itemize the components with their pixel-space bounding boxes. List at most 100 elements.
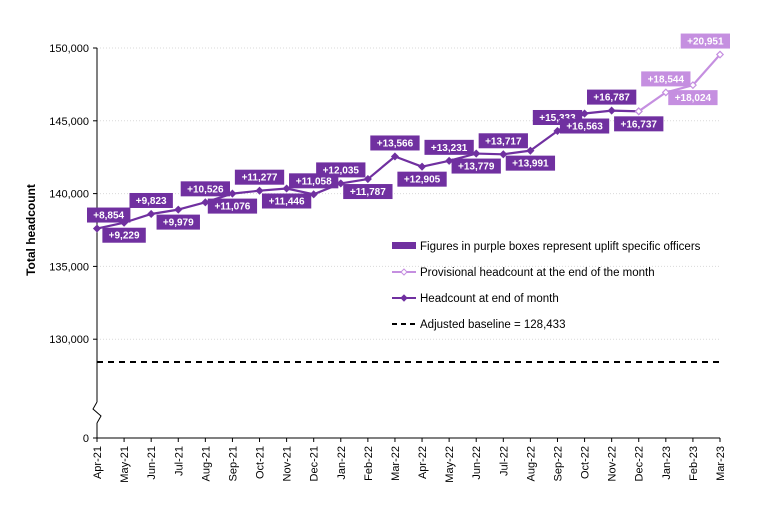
- x-tick-label: Jun-21: [146, 446, 158, 480]
- x-tick-label: Jul-22: [498, 446, 510, 476]
- legend-label: Adjusted baseline = 128,433: [420, 319, 565, 331]
- x-tick-label: Apr-22: [417, 446, 429, 479]
- y-tick-label: 130,000: [49, 334, 89, 346]
- uplift-label-box: [614, 116, 664, 132]
- headcount-point: [255, 186, 264, 195]
- headcount-point: [336, 179, 345, 188]
- legend-item: Adjusted baseline = 128,433: [392, 319, 565, 331]
- x-tick-label: Dec-21: [309, 446, 321, 481]
- headcount-point: [553, 126, 562, 136]
- uplift-label: +10,526: [180, 181, 230, 197]
- uplift-label-box: [641, 71, 691, 87]
- x-tick-label: Jan-22: [336, 446, 348, 480]
- uplift-label-text: +13,991: [512, 159, 549, 170]
- uplift-label-text: +13,566: [377, 138, 414, 149]
- uplift-labels: +8,854 +9,229 +9,823 +9,979 +10,526 +11,076 +1…: [87, 33, 730, 243]
- uplift-label: +18,544: [641, 71, 691, 87]
- y-tick-label-zero: 0: [83, 433, 89, 445]
- uplift-label: +20,951: [680, 33, 730, 49]
- headcount-point: [92, 224, 102, 233]
- x-tick-label: Sep-21: [227, 446, 239, 481]
- x-tick-label: Jan-23: [661, 446, 673, 480]
- x-tick-label: May-22: [444, 446, 456, 483]
- uplift-label: +9,823: [129, 192, 173, 208]
- uplift-label-box: [234, 169, 285, 185]
- axes: 130,000135,000140,000145,000150,0000Apr-…: [49, 43, 727, 483]
- uplift-label: +11,277: [234, 169, 285, 185]
- y-tick-label: 145,000: [49, 116, 89, 128]
- uplift-label-box: [180, 181, 230, 197]
- headcount-point: [607, 106, 616, 115]
- uplift-label-text: +11,446: [269, 197, 305, 208]
- headcount-point: [363, 174, 372, 184]
- uplift-label-text: +11,277: [242, 173, 278, 184]
- uplift-label-box: [343, 184, 393, 200]
- uplift-label-box: [668, 90, 718, 106]
- uplift-label-text: +20,951: [687, 37, 724, 48]
- uplift-label-text: +18,544: [648, 74, 685, 85]
- uplift-label-text: +10,526: [187, 184, 224, 195]
- headcount-point: [309, 190, 318, 199]
- x-tick-label: Aug-22: [525, 446, 537, 481]
- uplift-label-box: [505, 155, 556, 171]
- uplift-label: +13,991: [505, 155, 556, 171]
- uplift-label-box: [129, 192, 173, 208]
- x-tick-label: Feb-22: [363, 446, 375, 481]
- x-tick-label: Oct-21: [255, 446, 267, 479]
- uplift-label: +11,787: [343, 184, 393, 200]
- uplift-label-text: +13,779: [458, 162, 495, 173]
- legend-item: Figures in purple boxes represent uplift…: [392, 241, 701, 253]
- headcount-point: [390, 152, 400, 161]
- uplift-label: +11,446: [261, 193, 312, 209]
- provisional-point: [715, 50, 725, 59]
- uplift-label-text: +16,563: [566, 122, 603, 133]
- x-tick-label: Mar-23: [715, 446, 727, 481]
- provisional-line: [638, 53, 721, 113]
- legend-label: Headcount at end of month: [420, 293, 559, 305]
- y-tick-label: 150,000: [49, 43, 89, 55]
- uplift-label-text: +13,231: [431, 143, 468, 154]
- uplift-label-box: [207, 198, 258, 214]
- legend-item: Headcount at end of month: [392, 293, 559, 305]
- uplift-label: +13,779: [451, 158, 501, 174]
- uplift-label: +13,717: [478, 133, 528, 149]
- uplift-label-text: +16,787: [593, 93, 630, 104]
- x-tick-label: Aug-21: [200, 446, 212, 481]
- x-tick-label: Sep-22: [552, 446, 564, 481]
- provisional-point: [634, 107, 643, 116]
- uplift-label-box: [102, 227, 146, 243]
- headcount-point: [526, 146, 535, 155]
- uplift-label: +18,024: [668, 90, 718, 106]
- series: [92, 50, 725, 233]
- axis-break-mark: [92, 401, 102, 424]
- headcount-point: [228, 189, 237, 198]
- uplift-label: +13,231: [424, 139, 474, 155]
- y-axis-title: Total headcount: [24, 184, 38, 276]
- headcount-point: [499, 150, 508, 159]
- headcount-point: [445, 156, 454, 165]
- x-tick-label: Jun-22: [471, 446, 483, 480]
- uplift-label-text: +9,979: [163, 218, 194, 229]
- provisional-point: [661, 88, 670, 97]
- uplift-label-box: [587, 89, 637, 105]
- uplift-label-text: +12,905: [404, 175, 441, 186]
- uplift-label-box: [478, 133, 528, 149]
- legend-swatch-marker: [400, 268, 408, 276]
- uplift-label-box: [316, 162, 366, 178]
- uplift-label-box: [424, 139, 474, 155]
- headcount-point: [472, 149, 481, 158]
- y-tick-label: 140,000: [49, 189, 89, 201]
- uplift-label-text: +11,787: [350, 187, 386, 198]
- uplift-label: +13,566: [370, 135, 420, 151]
- legend-label: Figures in purple boxes represent uplift…: [420, 241, 701, 253]
- x-tick-label: Apr-21: [92, 446, 104, 479]
- uplift-label-text: +11,076: [214, 202, 250, 213]
- uplift-label-text: +9,229: [109, 231, 140, 242]
- x-tick-label: Mar-22: [390, 446, 402, 481]
- uplift-label-box: [397, 171, 447, 187]
- x-tick-label: Oct-22: [580, 446, 592, 479]
- legend-label: Provisional headcount at the end of the …: [420, 267, 655, 279]
- uplift-label-text: +13,717: [485, 136, 522, 147]
- uplift-label: +11,076: [207, 198, 258, 214]
- headcount-point: [147, 209, 156, 219]
